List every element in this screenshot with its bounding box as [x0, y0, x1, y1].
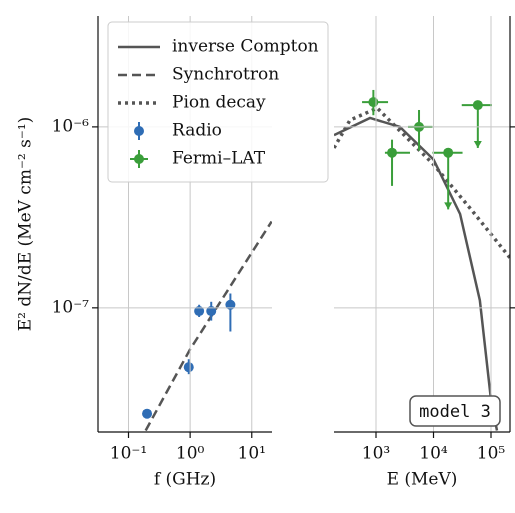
data-point	[387, 147, 398, 158]
data-point	[443, 147, 454, 158]
y-tick-label: 10⁻⁷	[52, 297, 90, 317]
data-point	[225, 299, 236, 310]
line-series	[334, 116, 499, 431]
data-point	[472, 100, 483, 111]
legend-swatch	[134, 154, 144, 164]
data-point	[142, 408, 153, 419]
upper-limit-arrow	[473, 140, 482, 148]
x-tick-label: 10³	[362, 444, 390, 464]
x-tick-label: 10⁰	[176, 444, 205, 464]
annotation-box	[409, 395, 501, 427]
data-point	[206, 306, 217, 317]
legend-label: inverse Compton	[172, 37, 319, 57]
legend-label: Fermi–LAT	[172, 149, 266, 169]
legend-label: Pion decay	[172, 93, 266, 113]
x-tick-label: 10⁵	[477, 444, 506, 464]
line-series	[334, 106, 510, 259]
legend-label: Radio	[172, 121, 222, 141]
data-point	[183, 362, 194, 373]
x-axis-label: E (MeV)	[387, 470, 458, 490]
y-tick-label: 10⁻⁶	[52, 116, 90, 136]
data-point	[368, 97, 379, 108]
data-point	[194, 306, 205, 317]
plot-area	[334, 89, 510, 431]
legend-swatch	[134, 126, 144, 136]
annotation: model 3	[419, 402, 491, 422]
line-series	[144, 220, 272, 432]
legend-label: Synchrotron	[172, 65, 279, 85]
x-tick-label: 10¹	[238, 444, 266, 464]
y-axis-label: E² dN/dE (MeV cm⁻² s⁻¹)	[16, 117, 36, 332]
upper-limit-arrow	[444, 202, 453, 210]
x-axis-label: f (GHz)	[154, 470, 216, 490]
x-tick-label: 10⁻¹	[110, 444, 147, 464]
legend-box	[107, 21, 329, 183]
x-tick-label: 10⁴	[419, 444, 448, 464]
